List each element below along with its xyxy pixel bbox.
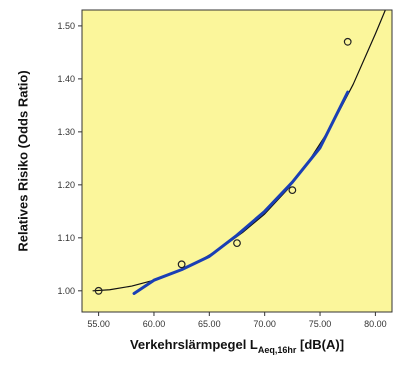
x-tick-label: 70.00: [253, 319, 276, 329]
x-tick-label: 80.00: [364, 319, 387, 329]
y-axis-ticks: 1.00 1.10 1.20 1.30 1.40 1.50: [57, 21, 82, 296]
y-tick-label: 1.50: [57, 21, 75, 31]
plot-content: [92, 10, 387, 295]
x-axis-title-subscript: Aeq,16hr: [258, 345, 297, 355]
x-tick-label: 55.00: [87, 319, 110, 329]
x-axis-ticks: 55.00 60.00 65.00 70.00 75.00 80.00: [87, 312, 387, 329]
data-point: [343, 37, 352, 46]
y-axis-title: Relatives Risiko (Odds Ratio): [15, 70, 30, 251]
blue-fit-line: [132, 90, 350, 295]
y-tick-label: 1.00: [57, 286, 75, 296]
y-tick-label: 1.40: [57, 74, 75, 84]
data-point: [288, 186, 297, 195]
data-point: [177, 260, 186, 269]
data-point: [233, 239, 241, 248]
y-tick-label: 1.10: [57, 233, 75, 243]
plot-area: [82, 10, 392, 312]
y-tick-label: 1.20: [57, 180, 75, 190]
plot-frame: [81, 9, 393, 313]
x-tick-label: 75.00: [309, 319, 332, 329]
x-axis-title-suffix: [dB(A)]: [296, 337, 344, 352]
x-tick-label: 65.00: [198, 319, 221, 329]
y-tick-label: 1.30: [57, 127, 75, 137]
x-axis-title: Verkehrslärmpegel LAeq,16hr [dB(A)]: [130, 337, 344, 355]
data-point: [94, 286, 103, 295]
x-axis-title-main: Verkehrslärmpegel L: [130, 337, 258, 352]
x-tick-label: 60.00: [143, 319, 166, 329]
